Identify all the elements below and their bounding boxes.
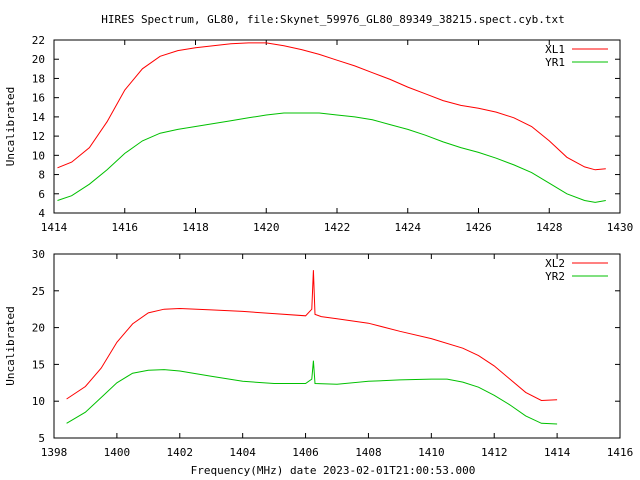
x-tick-label: 1430: [607, 221, 634, 234]
x-tick-label: 1398: [41, 446, 68, 459]
y-axis-label: Uncalibrated: [4, 87, 17, 166]
x-tick-label: 1420: [253, 221, 280, 234]
x-tick-label: 1414: [41, 221, 68, 234]
x-tick-label: 1416: [112, 221, 139, 234]
x-tick-label: 1428: [536, 221, 563, 234]
y-tick-label: 25: [32, 285, 45, 298]
plot-border: [53, 39, 621, 214]
y-tick-label: 14: [32, 111, 46, 124]
series-line-xl1: [57, 42, 606, 171]
x-tick-label: 1418: [182, 221, 209, 234]
y-tick-label: 20: [32, 322, 45, 335]
plot-panel-2: 1398 1400 1402 1404 1406 1408 1410 1412 1414 1416…: [4, 248, 633, 459]
y-tick-label: 22: [32, 34, 45, 47]
legend-label: YR1: [545, 56, 565, 69]
y-tick-label: 18: [32, 72, 45, 85]
y-tick-label: 6: [38, 188, 45, 201]
y-tick-label: 16: [32, 92, 45, 105]
y-tick-label: 4: [38, 207, 45, 220]
plot-panel-1: 1414 1416 1418 1420 1422 1424 1426 1428 14304681…: [4, 34, 633, 234]
x-tick-label: 1406: [292, 446, 319, 459]
plot-border: [53, 253, 621, 439]
series-line-xl2: [66, 270, 558, 402]
y-tick-label: 12: [32, 130, 45, 143]
x-tick-label: 1414: [544, 446, 571, 459]
series-line-yr2: [66, 360, 558, 425]
x-tick-label: 1408: [355, 446, 382, 459]
x-tick-label: 1424: [395, 221, 422, 234]
legend-label: XL2: [545, 257, 565, 270]
x-tick-label: 1404: [229, 446, 256, 459]
y-tick-label: 5: [38, 432, 45, 445]
series-line-yr1: [57, 112, 606, 203]
y-tick-label: 30: [32, 248, 45, 261]
x-tick-label: 1426: [465, 221, 492, 234]
x-tick-label: 1412: [481, 446, 508, 459]
x-tick-label: 1402: [167, 446, 194, 459]
y-tick-label: 10: [32, 149, 45, 162]
x-axis-label: Frequency(MHz) date 2023-02-01T21:00:53.…: [191, 464, 476, 477]
y-tick-label: 8: [38, 169, 45, 182]
x-tick-label: 1422: [324, 221, 351, 234]
y-axis-label: Uncalibrated: [4, 306, 17, 385]
y-tick-label: 15: [32, 358, 45, 371]
x-tick-label: 1400: [104, 446, 131, 459]
legend-label: XL1: [545, 43, 565, 56]
x-tick-label: 1410: [418, 446, 445, 459]
x-tick-label: 1416: [607, 446, 634, 459]
chart-title: HIRES Spectrum, GL80, file:Skynet_59976_…: [101, 13, 565, 26]
legend-label: YR2: [545, 270, 565, 283]
y-tick-label: 20: [32, 53, 45, 66]
y-tick-label: 10: [32, 395, 45, 408]
